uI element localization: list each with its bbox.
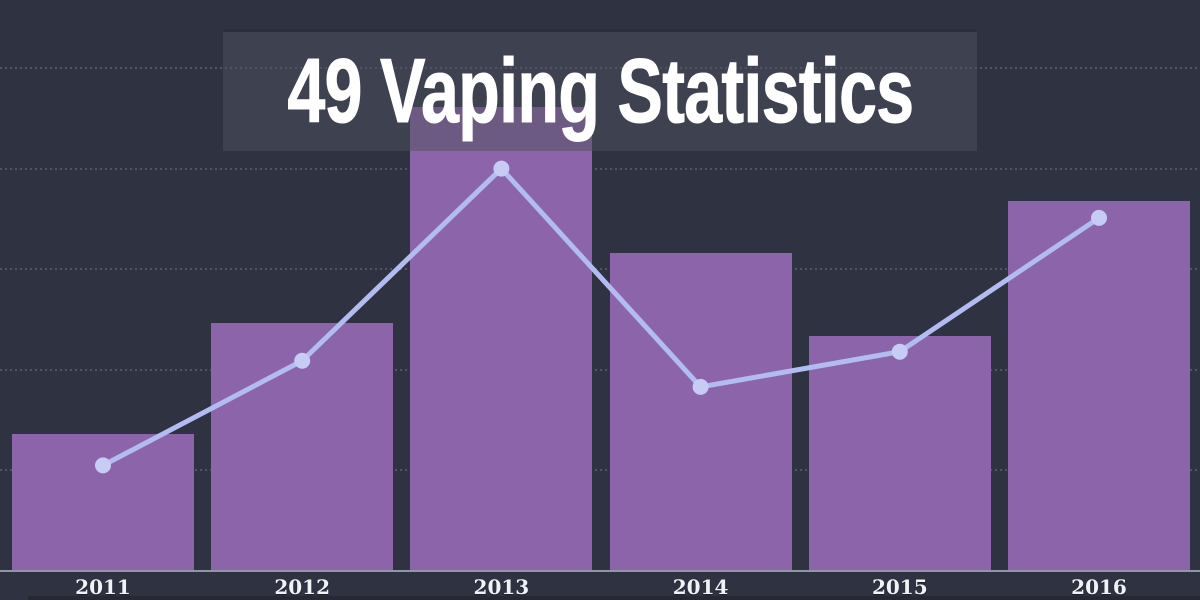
x-axis-label-2013: 2013	[473, 575, 530, 599]
bar-2011	[12, 434, 194, 571]
x-axis-label-2016: 2016	[1071, 575, 1127, 599]
data-point-2013	[493, 160, 510, 177]
bottom-edge-strip	[28, 596, 1200, 600]
gridline	[0, 167, 1200, 170]
x-axis-label-2012: 2012	[274, 575, 331, 599]
x-axis-label-2014: 2014	[672, 575, 729, 599]
gridline	[0, 268, 1200, 271]
x-axis-label-2011: 2011	[75, 575, 131, 599]
data-point-2014	[692, 378, 709, 395]
bar-2016	[1008, 200, 1190, 571]
gridline	[0, 368, 1200, 371]
data-point-2012	[294, 352, 311, 369]
bar-2013	[410, 107, 593, 571]
bar-2015	[808, 335, 991, 571]
x-axis-label-2015: 2015	[871, 575, 928, 599]
gridline	[0, 469, 1200, 472]
page-title: 49 Vaping Statistics	[286, 41, 915, 142]
bar-2014	[609, 253, 792, 571]
trend-line	[100, 166, 1102, 468]
x-axis-line	[0, 570, 1200, 572]
data-point-2016	[1091, 209, 1107, 226]
data-point-2015	[891, 343, 908, 360]
title-banner: 49 Vaping Statistics	[223, 29, 977, 151]
data-point-2011	[95, 457, 111, 474]
